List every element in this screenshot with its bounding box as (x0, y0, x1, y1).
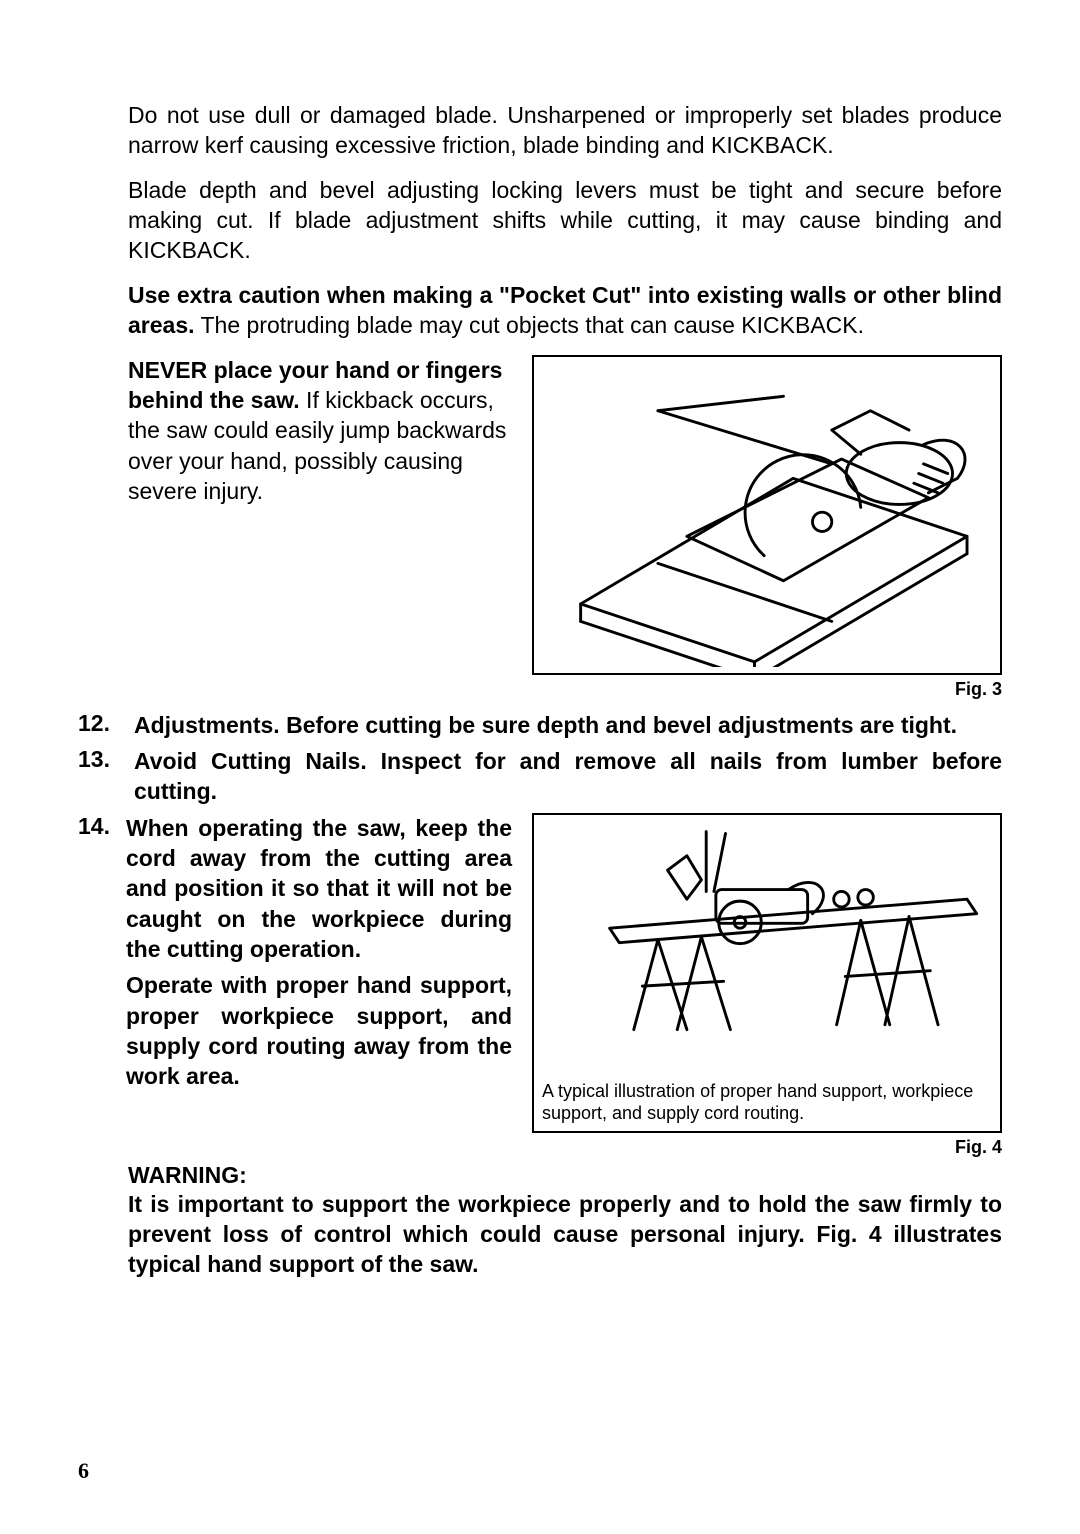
paragraph-dull-blade: Do not use dull or damaged blade. Unshar… (128, 100, 1002, 161)
item14-body: When operating the saw, keep the cord aw… (126, 813, 512, 1092)
item14-p2: Operate with proper hand support, proper… (126, 970, 512, 1091)
list-num-13: 13. (78, 746, 126, 807)
warning-heading: WARNING: (128, 1162, 1002, 1189)
paragraph-pocket-cut: Use extra caution when making a "Pocket … (128, 280, 1002, 341)
figure-4-illustration (542, 821, 996, 1045)
never-text-col: NEVER place your hand or fingers behind … (128, 355, 512, 507)
row-item14-fig4: 14. When operating the saw, keep the cor… (78, 813, 1002, 1158)
row-never-fig3: NEVER place your hand or fingers behind … (128, 355, 1002, 700)
fig4-wrap: A typical illustration of proper hand su… (532, 813, 1002, 1158)
warning-text: It is important to support the workpiece… (128, 1189, 1002, 1280)
item12-lead: Adjustments. (134, 712, 286, 738)
list-item-12: 12. Adjustments. Before cutting be sure … (78, 710, 1002, 740)
figure-3-label: Fig. 3 (532, 679, 1002, 700)
manual-page: Do not use dull or damaged blade. Unshar… (0, 0, 1080, 1534)
list-body-13: Avoid Cutting Nails. Inspect for and rem… (134, 746, 1002, 807)
item14-col: 14. When operating the saw, keep the cor… (78, 813, 512, 1092)
item14-p1: When operating the saw, keep the cord aw… (126, 813, 512, 965)
figure-4-label: Fig. 4 (532, 1137, 1002, 1158)
paragraph-never-hand: NEVER place your hand or fingers behind … (128, 355, 512, 507)
pocket-cut-rest: The protruding blade may cut objects tha… (195, 312, 865, 338)
list-body-12: Adjustments. Before cutting be sure dept… (134, 710, 1002, 740)
item12-rest: Before cutting be sure depth and bevel a… (286, 712, 957, 738)
figure-3-illustration (542, 367, 996, 667)
figure-4-inner-caption: A typical illustration of proper hand su… (542, 1080, 992, 1125)
list-num-12: 12. (78, 710, 126, 740)
page-number: 6 (78, 1458, 89, 1484)
figure-3-box (532, 355, 1002, 675)
list-num-14: 14. (78, 813, 126, 1092)
figure-4-box: A typical illustration of proper hand su… (532, 813, 1002, 1133)
paragraph-blade-depth: Blade depth and bevel adjusting locking … (128, 175, 1002, 266)
list-item-13: 13. Avoid Cutting Nails. Inspect for and… (78, 746, 1002, 807)
fig3-wrap: Fig. 3 (532, 355, 1002, 700)
